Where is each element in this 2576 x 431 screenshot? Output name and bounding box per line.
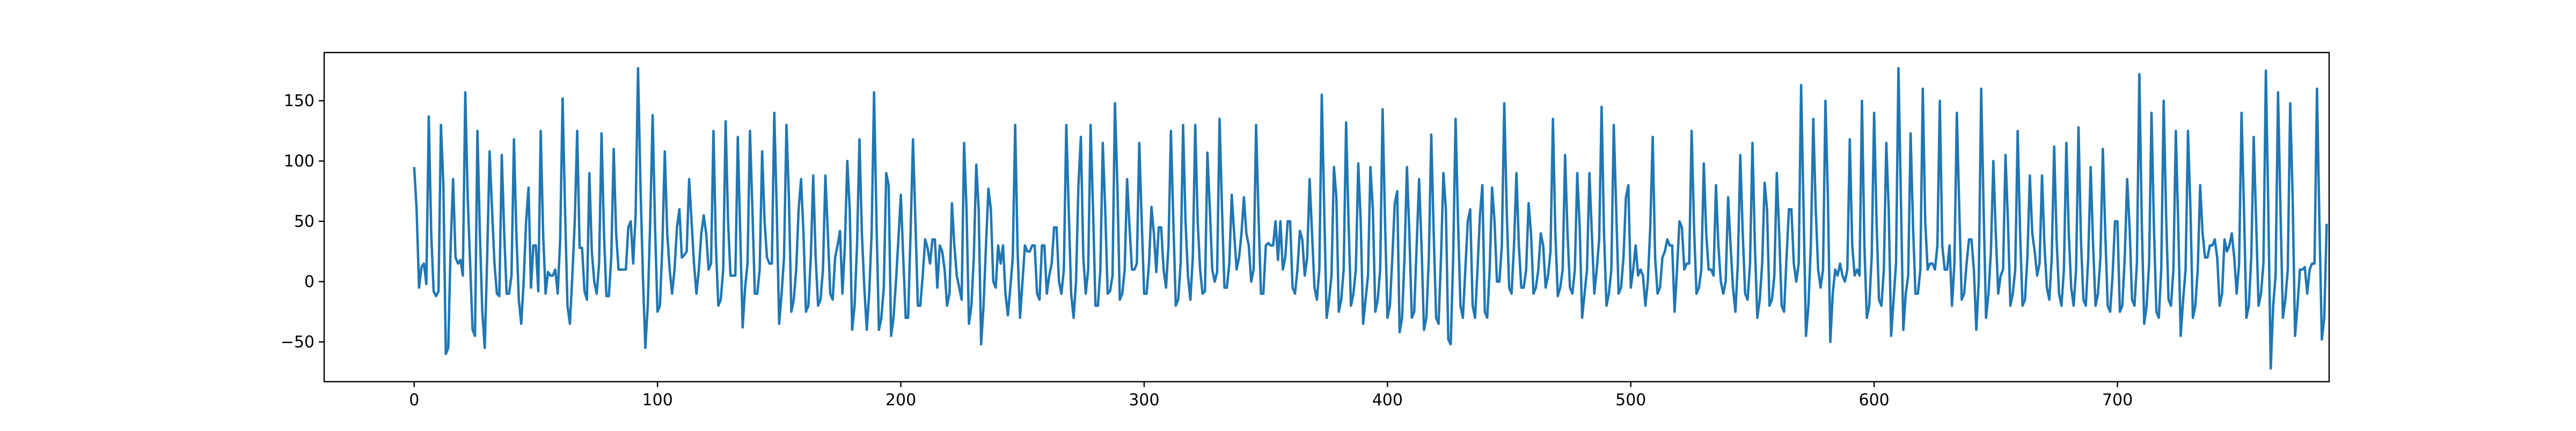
x-tick-label: 200 <box>885 391 916 410</box>
plot-frame <box>323 51 2330 383</box>
y-tick-label: 150 <box>284 92 314 110</box>
y-tick-label: 0 <box>304 272 314 291</box>
x-tick-label: 500 <box>1615 391 1646 410</box>
x-axis-ticks: 0 100 200 300 400 500 600 700 <box>409 382 2133 410</box>
plot-area <box>413 66 2328 370</box>
x-tick-label: 0 <box>409 391 419 410</box>
series-line-0 <box>413 66 2328 370</box>
x-tick-label: 700 <box>2102 391 2133 410</box>
y-tick-label: −50 <box>281 333 314 352</box>
x-tick-label: 400 <box>1372 391 1403 410</box>
y-tick-label: 50 <box>294 212 314 231</box>
x-tick-label: 600 <box>1859 391 1890 410</box>
y-axis-ticks: −50 0 50 100 150 <box>281 92 324 352</box>
x-tick-label: 100 <box>642 391 673 410</box>
x-tick-label: 300 <box>1129 391 1159 410</box>
y-tick-label: 100 <box>284 152 314 170</box>
